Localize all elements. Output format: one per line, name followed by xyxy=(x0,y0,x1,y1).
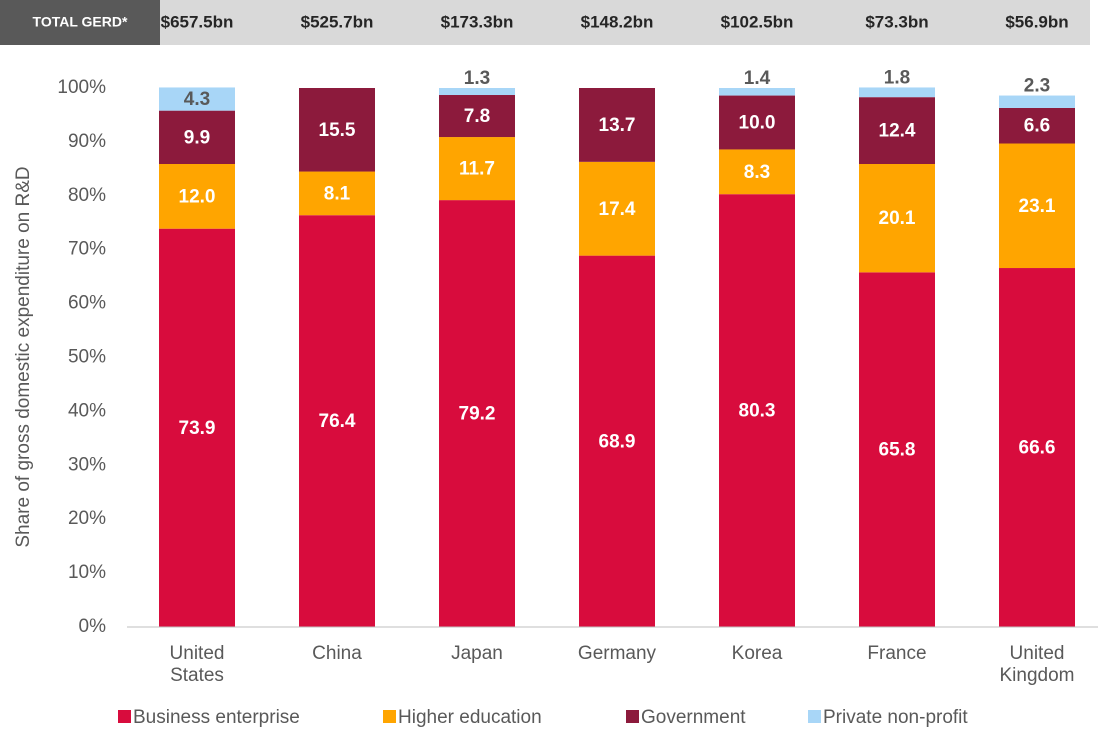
bar-segment xyxy=(579,161,655,256)
legend-label: Higher education xyxy=(398,707,542,728)
legend-swatch xyxy=(118,710,131,723)
bar-segment xyxy=(719,95,795,150)
data-label: 1.4 xyxy=(744,68,771,89)
data-label: 11.7 xyxy=(459,159,495,180)
data-label: 76.4 xyxy=(319,411,356,432)
y-tick-label: 60% xyxy=(68,293,106,314)
y-tick-label: 10% xyxy=(68,562,106,583)
data-label: 8.1 xyxy=(324,183,351,204)
data-label: 7.8 xyxy=(464,106,490,127)
bar-segment xyxy=(859,272,935,627)
y-tick-label: 90% xyxy=(68,131,106,152)
data-label: 79.2 xyxy=(459,404,496,425)
total-label: $525.7bn xyxy=(301,12,374,31)
x-tick-label: Germany xyxy=(577,643,657,664)
data-label: 68.9 xyxy=(599,431,636,452)
bar-segment xyxy=(859,97,935,164)
data-label: 17.4 xyxy=(599,199,636,220)
y-tick-label: 20% xyxy=(68,508,106,529)
y-axis-label: Share of gross domestic expenditure on R… xyxy=(13,166,34,547)
y-tick-label: 70% xyxy=(68,239,106,260)
y-tick-label: 100% xyxy=(57,77,106,98)
bar-segment xyxy=(439,137,515,201)
y-tick-label: 0% xyxy=(79,616,107,637)
data-label: 4.3 xyxy=(184,89,210,110)
x-tick-label: Korea xyxy=(731,643,783,664)
bar-segment xyxy=(439,95,515,138)
data-label: 12.4 xyxy=(879,121,916,142)
data-label: 1.3 xyxy=(464,68,490,89)
data-label: 15.5 xyxy=(319,120,356,141)
bar-segment xyxy=(299,215,375,628)
header-band xyxy=(0,0,1090,45)
bar-segment xyxy=(999,268,1075,627)
legend-swatch xyxy=(383,710,396,723)
data-label: 6.6 xyxy=(1024,116,1050,137)
data-label: 8.3 xyxy=(744,162,770,183)
x-tick-label: United Kingdom xyxy=(999,643,1075,686)
header-label-box xyxy=(0,0,160,45)
x-tick-label: China xyxy=(312,643,362,664)
bar-segment xyxy=(159,87,235,111)
total-label: $657.5bn xyxy=(161,12,234,31)
bar-segment xyxy=(999,143,1075,269)
bar-segment xyxy=(859,163,935,273)
bar-segment xyxy=(999,95,1075,108)
x-tick-label: Japan xyxy=(451,643,503,664)
bar-segment xyxy=(719,149,795,195)
legend-swatch xyxy=(808,710,821,723)
y-tick-label: 50% xyxy=(68,347,106,368)
bar-segment xyxy=(719,88,795,96)
data-label: 23.1 xyxy=(1019,196,1056,217)
x-tick-label: United States xyxy=(169,643,225,686)
data-label: 73.9 xyxy=(179,418,216,439)
legend-swatch xyxy=(626,710,639,723)
data-label: 2.3 xyxy=(1024,76,1050,97)
bar-segment xyxy=(859,87,935,98)
total-label: $73.3bn xyxy=(865,12,928,31)
total-label: $148.2bn xyxy=(581,12,654,31)
legend-label: Private non-profit xyxy=(823,707,968,728)
legend-label: Government xyxy=(641,707,746,728)
bar-segment xyxy=(579,255,655,627)
data-label: 9.9 xyxy=(184,127,210,148)
bar-segment xyxy=(579,88,655,162)
data-label: 10.0 xyxy=(739,113,776,134)
data-label: 1.8 xyxy=(884,67,910,88)
bar-segment xyxy=(159,163,235,229)
bar-segment xyxy=(439,200,515,627)
total-label: $102.5bn xyxy=(721,12,794,31)
total-label: $173.3bn xyxy=(441,12,514,31)
bar-segment xyxy=(299,171,375,216)
legend-label: Business enterprise xyxy=(133,707,300,728)
bar-segment xyxy=(299,88,375,172)
bar-segment xyxy=(159,110,235,164)
data-label: 65.8 xyxy=(879,440,916,461)
y-tick-label: 80% xyxy=(68,185,106,206)
data-label: 20.1 xyxy=(879,208,916,229)
data-label: 66.6 xyxy=(1019,438,1056,459)
data-label: 80.3 xyxy=(739,401,776,422)
header-label: TOTAL GERD* xyxy=(33,14,128,30)
y-tick-label: 40% xyxy=(68,400,106,421)
bar-segment xyxy=(999,107,1075,144)
bar-segment xyxy=(439,88,515,96)
total-label: $56.9bn xyxy=(1005,12,1068,31)
bar-segment xyxy=(159,228,235,627)
y-tick-label: 30% xyxy=(68,454,106,475)
data-label: 13.7 xyxy=(599,115,636,136)
bar-segment xyxy=(719,194,795,628)
data-label: 12.0 xyxy=(179,186,216,207)
x-tick-label: France xyxy=(867,643,927,664)
